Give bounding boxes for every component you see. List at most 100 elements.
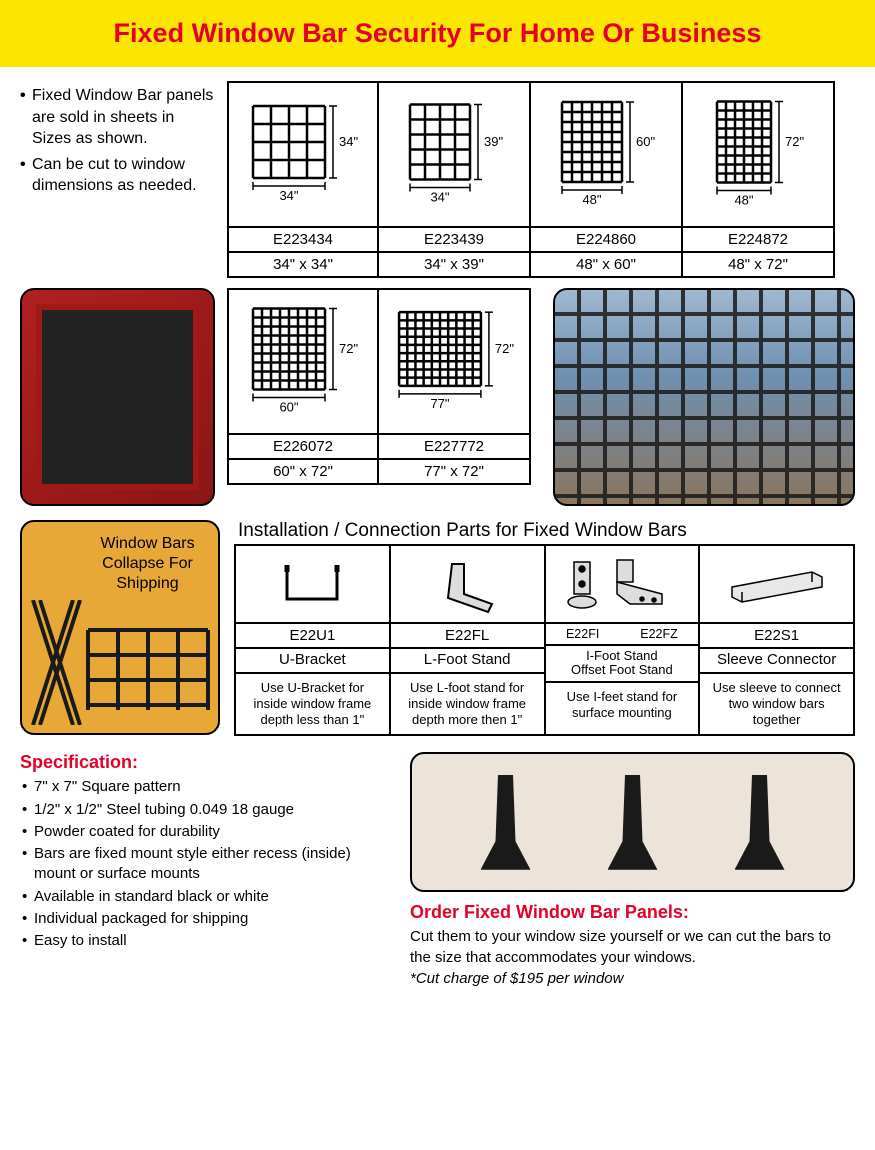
row-photo-products: 72" 60" E226072 60" x 72" 72" 77" E22777…: [20, 288, 855, 506]
svg-text:77": 77": [430, 396, 449, 411]
order-note: *Cut charge of $195 per window: [410, 970, 855, 987]
svg-text:48": 48": [734, 193, 753, 208]
product-cell: 39" 34" E223439 34" x 39": [379, 81, 531, 278]
part-desc: Use I-feet stand for surface mounting: [546, 683, 699, 735]
product-cell: 72" 60" E226072 60" x 72": [227, 288, 379, 485]
product-cell: 72" 77" E227772 77" x 72": [379, 288, 531, 485]
part-name: Sleeve Connector: [700, 649, 853, 674]
part-diagram: [546, 546, 699, 624]
spec-item: Easy to install: [20, 931, 390, 951]
svg-text:34": 34": [339, 134, 358, 149]
row-intro-products: Fixed Window Bar panels are sold in shee…: [20, 81, 855, 278]
part-cell: E22U1U-Bracket Use U-Bracket for inside …: [236, 546, 391, 734]
product-cell: 34" 34" E223434 34" x 34": [227, 81, 379, 278]
product-diagram: 72" 77": [379, 290, 529, 435]
grid-diagram: 60" 48": [532, 82, 680, 227]
part-name: I-Foot StandOffset Foot Stand: [546, 646, 699, 683]
svg-text:34": 34": [279, 188, 298, 203]
part-sku: E22U1: [236, 624, 389, 649]
order-title: Order Fixed Window Bar Panels:: [410, 902, 855, 923]
spec-item: 7" x 7" Square pattern: [20, 777, 390, 797]
mount-icon: [608, 775, 658, 870]
product-grid-top: 34" 34" E223434 34" x 34" 39" 34" E22343…: [227, 81, 835, 278]
order-text: Cut them to your window size yourself or…: [410, 927, 855, 968]
part-cell: E22FIE22FZI-Foot StandOffset Foot Stand …: [546, 546, 701, 734]
grid-diagram: 72" 48": [684, 82, 832, 227]
install-photo-door: [20, 288, 215, 506]
collapse-caption: Window Bars Collapse For Shipping: [87, 534, 208, 594]
product-diagram: 34" 34": [229, 83, 377, 228]
product-sku: E223439: [379, 228, 529, 253]
collapse-line: Window Bars: [100, 535, 194, 552]
row-spec-order: Specification: 7" x 7" Square pattern 1/2…: [20, 752, 855, 987]
parts-grid: E22U1U-Bracket Use U-Bracket for inside …: [234, 544, 855, 736]
spec-item: 1/2" x 1/2" Steel tubing 0.049 18 gauge: [20, 800, 390, 820]
parts-section: Installation / Connection Parts for Fixe…: [234, 520, 855, 736]
spec-list: 7" x 7" Square pattern 1/2" x 1/2" Steel …: [20, 777, 390, 951]
order-column: Order Fixed Window Bar Panels: Cut them …: [410, 752, 855, 987]
svg-text:39": 39": [484, 134, 503, 149]
spec-title: Specification:: [20, 752, 390, 773]
product-sku: E223434: [229, 228, 377, 253]
part-desc: Use U-Bracket for inside window frame de…: [236, 674, 389, 735]
collapse-photo: Window Bars Collapse For Shipping: [20, 520, 220, 735]
spec-item: Available in standard black or white: [20, 887, 390, 907]
spec-item: Individual packaged for shipping: [20, 909, 390, 929]
part-sku: E22S1: [700, 624, 853, 649]
product-size: 77" x 72": [379, 460, 529, 483]
parts-title: Installation / Connection Parts for Fixe…: [234, 520, 855, 542]
product-cell: 72" 48" E224872 48" x 72": [683, 81, 835, 278]
install-photo-window: [553, 288, 855, 506]
part-diagram: [236, 546, 389, 624]
product-sku: E224860: [531, 228, 681, 253]
mount-icon: [735, 775, 785, 870]
svg-text:72": 72": [495, 341, 514, 356]
product-size: 48" x 60": [531, 253, 681, 276]
product-sku: E224872: [683, 228, 833, 253]
product-diagram: 39" 34": [379, 83, 529, 228]
part-name: L-Foot Stand: [391, 649, 544, 674]
part-cell: E22S1Sleeve Connector Use sleeve to conn…: [700, 546, 853, 734]
grid-diagram: 39" 34": [380, 82, 528, 227]
mount-photo: [410, 752, 855, 892]
svg-text:34": 34": [430, 190, 449, 205]
part-sku: E22FL: [391, 624, 544, 649]
product-cell: 60" 48" E224860 48" x 60": [531, 81, 683, 278]
part-cell: E22FLL-Foot Stand Use L-foot stand for i…: [391, 546, 546, 734]
grid-diagram: 72" 60": [229, 289, 377, 434]
page-header: Fixed Window Bar Security For Home Or Bu…: [0, 0, 875, 67]
product-diagram: 60" 48": [531, 83, 681, 228]
product-diagram: 72" 60": [229, 290, 377, 435]
grid-diagram: 72" 77": [380, 289, 528, 434]
part-diagram: [391, 546, 544, 624]
mount-icon: [481, 775, 531, 870]
part-diagram: [700, 546, 853, 624]
product-sku: E227772: [379, 435, 529, 460]
spec-column: Specification: 7" x 7" Square pattern 1/2…: [20, 752, 390, 987]
intro-item: Can be cut to window dimensions as neede…: [20, 154, 215, 197]
collapse-line: Shipping: [116, 575, 178, 592]
svg-text:60": 60": [636, 134, 655, 149]
product-size: 60" x 72": [229, 460, 377, 483]
product-size: 48" x 72": [683, 253, 833, 276]
collapse-illustration: [28, 600, 213, 725]
page-title: Fixed Window Bar Security For Home Or Bu…: [0, 18, 875, 49]
row-parts: Window Bars Collapse For Shipping: [20, 520, 855, 736]
spec-item: Bars are fixed mount style either recess…: [20, 844, 390, 885]
svg-text:72": 72": [785, 134, 804, 149]
spec-item: Powder coated for durability: [20, 822, 390, 842]
part-sku: E22FIE22FZ: [546, 624, 699, 646]
part-desc: Use sleeve to connect two window bars to…: [700, 674, 853, 735]
part-name: U-Bracket: [236, 649, 389, 674]
intro-item: Fixed Window Bar panels are sold in shee…: [20, 85, 215, 150]
product-size: 34" x 39": [379, 253, 529, 276]
product-sku: E226072: [229, 435, 377, 460]
product-grid-bottom: 72" 60" E226072 60" x 72" 72" 77" E22777…: [227, 288, 531, 485]
svg-text:60": 60": [279, 400, 298, 415]
grid-diagram: 34" 34": [229, 82, 377, 227]
part-desc: Use L-foot stand for inside window frame…: [391, 674, 544, 735]
collapse-line: Collapse For: [102, 555, 193, 572]
svg-text:72": 72": [339, 341, 358, 356]
intro-text: Fixed Window Bar panels are sold in shee…: [20, 81, 215, 278]
svg-text:48": 48": [582, 192, 601, 207]
